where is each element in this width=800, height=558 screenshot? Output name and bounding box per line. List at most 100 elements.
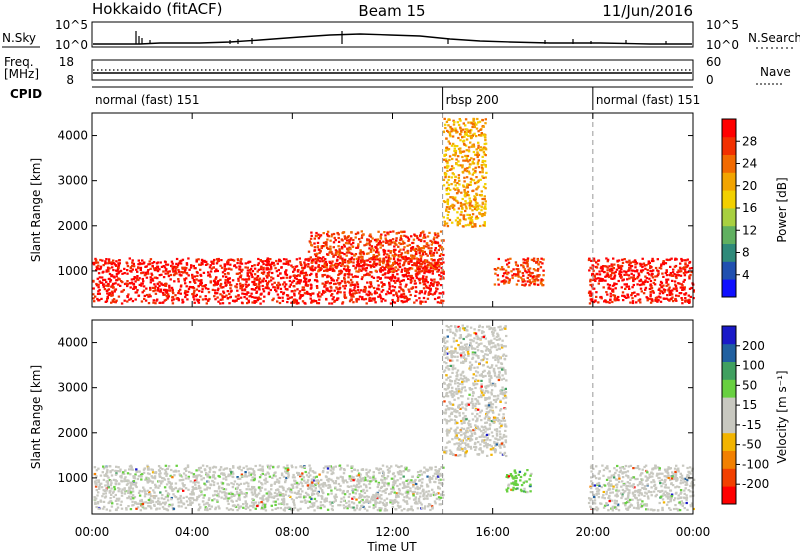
power-cell	[275, 260, 277, 262]
power-cell	[268, 287, 270, 289]
power-cell	[620, 268, 622, 270]
power-cell	[134, 280, 136, 282]
velocity-cell	[165, 490, 167, 492]
power-cell	[239, 283, 241, 285]
power-cell	[380, 244, 382, 246]
power-cell	[463, 180, 465, 182]
power-cell	[384, 272, 386, 274]
power-cell	[247, 278, 249, 280]
power-cell	[291, 281, 293, 283]
power-cell	[388, 277, 390, 279]
power-cell	[302, 294, 304, 296]
velocity-cell	[135, 486, 137, 488]
velocity-cell	[183, 497, 185, 499]
power-cell	[432, 242, 434, 244]
velocity-cell	[339, 489, 341, 491]
power-cell	[678, 295, 680, 297]
velocity-cell	[251, 491, 253, 493]
power-cell	[232, 279, 234, 281]
power-cell	[401, 269, 403, 271]
power-cell	[201, 291, 203, 293]
power-cell	[241, 287, 243, 289]
power-cell	[216, 283, 218, 285]
velocity-cell	[213, 498, 215, 500]
power-cell	[470, 222, 472, 224]
power-cell	[181, 301, 183, 303]
power-cell	[227, 263, 229, 265]
power-cell	[447, 211, 449, 213]
power-cell	[416, 272, 418, 274]
power-cell	[632, 300, 634, 302]
velocity-cell	[158, 465, 160, 467]
power-cell	[368, 247, 370, 249]
power-cell	[234, 285, 236, 287]
power-cell	[315, 273, 317, 275]
power-cell	[595, 261, 597, 263]
power-cell	[485, 172, 487, 174]
velocity-cell	[271, 509, 273, 511]
power-cell	[463, 144, 465, 146]
velocity-cell	[301, 478, 303, 480]
power-cell	[241, 263, 243, 265]
power-cell	[338, 241, 340, 243]
power-cell	[363, 244, 365, 246]
power-cell	[455, 150, 457, 152]
power-cell	[402, 257, 404, 259]
power-cell	[266, 282, 268, 284]
power-cell	[660, 263, 662, 265]
power-cell	[364, 290, 366, 292]
power-cell	[473, 158, 475, 160]
power-cell	[443, 184, 445, 186]
velocity-cell	[276, 479, 278, 481]
power-cell	[383, 267, 385, 269]
power-cell	[302, 286, 304, 288]
power-cell	[501, 281, 503, 283]
colorbar-swatch	[722, 279, 736, 297]
power-cell	[103, 286, 105, 288]
power-cell	[272, 286, 274, 288]
velocity-cell	[138, 503, 140, 505]
power-cell	[509, 278, 511, 280]
power-cell	[111, 274, 113, 276]
power-cell	[429, 264, 431, 266]
power-cell	[260, 267, 262, 269]
power-cell	[254, 279, 256, 281]
power-cell	[377, 296, 379, 298]
power-cell	[178, 299, 180, 301]
power-cell	[436, 262, 438, 264]
power-cell	[410, 280, 412, 282]
power-cell	[325, 266, 327, 268]
power-cell	[165, 299, 167, 301]
velocity-cell	[203, 483, 205, 485]
power-cell	[411, 242, 413, 244]
power-cell	[341, 252, 343, 254]
power-cell	[180, 285, 182, 287]
power-cell	[415, 270, 417, 272]
velocity-cell	[330, 490, 332, 492]
power-cell	[461, 136, 463, 138]
velocity-cell	[327, 509, 329, 511]
power-cell	[282, 283, 284, 285]
velocity-cell	[320, 479, 322, 481]
power-cell	[652, 276, 654, 278]
velocity-cell	[208, 505, 210, 507]
power-cell	[540, 258, 542, 260]
power-cell	[494, 273, 496, 275]
power-cell	[478, 159, 480, 161]
power-cell	[273, 264, 275, 266]
power-cell	[258, 281, 260, 283]
velocity-cell	[335, 466, 337, 468]
velocity-cell	[175, 482, 177, 484]
power-cell	[436, 236, 438, 238]
velocity-cell	[300, 493, 302, 495]
velocity-cell	[145, 507, 147, 509]
velocity-cell	[344, 493, 346, 495]
velocity-cell	[307, 507, 309, 509]
power-cell	[462, 225, 464, 227]
power-cell	[462, 198, 464, 200]
power-cell	[392, 289, 394, 291]
velocity-cell	[354, 469, 356, 471]
velocity-cell	[406, 495, 408, 497]
power-cell	[120, 270, 122, 272]
